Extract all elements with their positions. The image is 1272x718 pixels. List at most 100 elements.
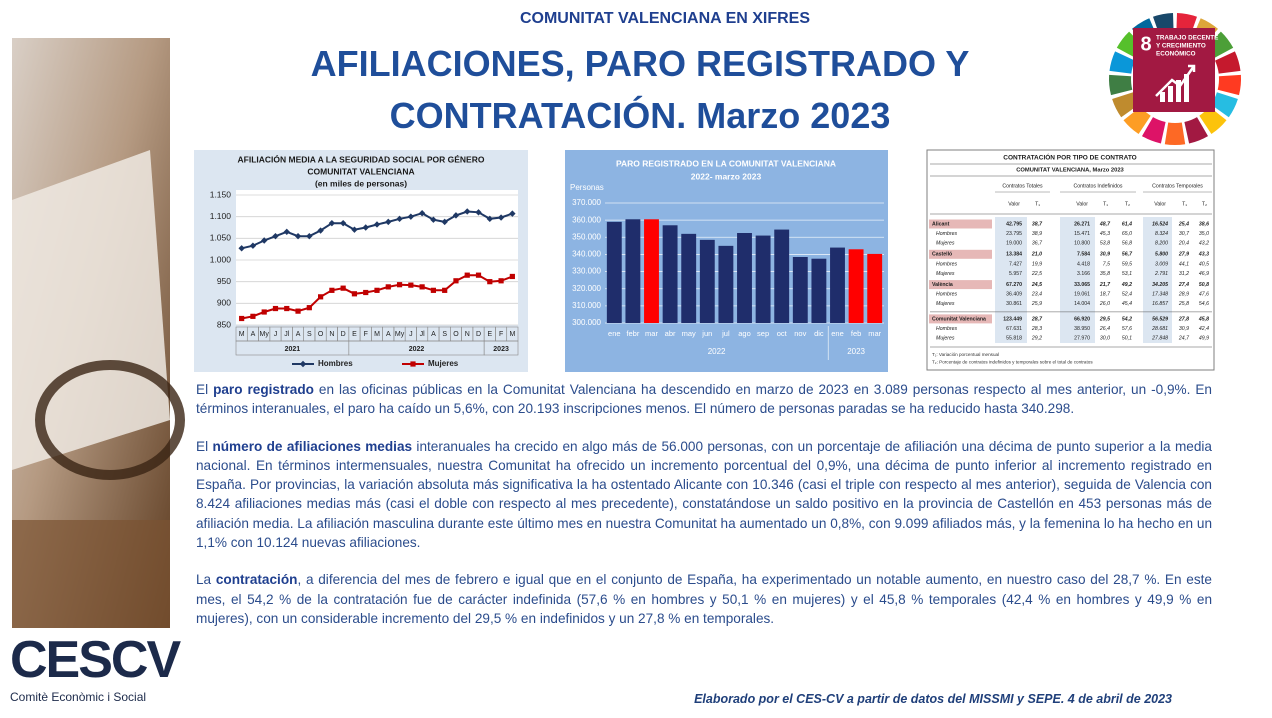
cell: 10.800 [1074, 241, 1090, 247]
bar [848, 249, 864, 323]
cell: 66.920 [1074, 316, 1090, 322]
emphasis: contratación [215, 572, 298, 588]
sdg-segment [1108, 74, 1133, 96]
cell: 45,3 [1100, 231, 1110, 237]
sdg-icon [1160, 92, 1165, 102]
cell: 61,4 [1122, 221, 1132, 227]
cell: 30,9 [1100, 252, 1110, 258]
bar [606, 221, 622, 323]
column-shade [1060, 217, 1095, 343]
chart-subtitle: 2022- marzo 2023 [691, 171, 762, 181]
point [410, 361, 416, 367]
bar [774, 229, 790, 323]
cell: 18,7 [1100, 292, 1111, 298]
text-run: interanuales ha crecido en algo más de 5… [196, 438, 1212, 551]
cell: 49,2 [1121, 282, 1132, 288]
cell: 59,5 [1122, 261, 1132, 267]
point [239, 315, 245, 322]
column-group: Contratos Indefinidos [1073, 183, 1122, 189]
y-tick-label: 360.000 [572, 215, 601, 224]
bar [644, 219, 659, 323]
sdg-segment [1210, 92, 1238, 118]
sdg-icon [1168, 86, 1173, 102]
cell: 50,1 [1122, 335, 1132, 341]
sdg-segment [1142, 117, 1166, 144]
cell: 30,0 [1100, 335, 1110, 341]
column-shade [995, 217, 1027, 343]
y-tick-label: 900 [217, 298, 231, 308]
sdg-label: ECONÓMICO [1156, 49, 1196, 58]
sdg-icon [1176, 80, 1181, 102]
body-text: El paro registrado en las oficinas públi… [196, 380, 1212, 646]
point [396, 282, 403, 288]
cell: 54,6 [1199, 301, 1209, 307]
cell: 15.471 [1074, 231, 1090, 237]
x-tick-label: J [274, 331, 278, 338]
point [306, 305, 312, 311]
cell: 43,2 [1199, 241, 1209, 247]
row-label: Alicant [932, 221, 950, 227]
text-run: en las oficinas públicas en la Comunitat… [196, 382, 1212, 417]
x-tick-label: nov [794, 329, 806, 338]
point [272, 232, 279, 240]
row-label: Hombres [936, 292, 957, 298]
table-subtitle: COMUNITAT VALENCIANA, Marzo 2023 [1016, 168, 1124, 174]
point [317, 227, 324, 234]
cell: 7.584 [1077, 252, 1090, 258]
cell: 28,7 [1031, 316, 1043, 322]
point [362, 224, 369, 231]
cell: 23.795 [1006, 231, 1022, 237]
row-label: Hombres [936, 261, 957, 267]
x-tick-label: J [409, 331, 413, 338]
point [486, 215, 493, 223]
point [294, 232, 302, 240]
cell: 34.205 [1152, 282, 1168, 288]
x-tick-label: N [329, 331, 334, 338]
x-group-label: 2023 [493, 346, 509, 353]
cell: 45,4 [1122, 301, 1132, 307]
logo-subtitle: Comitè Econòmic i Social [10, 690, 147, 704]
cell: 23,4 [1031, 292, 1042, 298]
point [238, 245, 245, 252]
cell: 46,9 [1199, 271, 1209, 277]
x-group-label: 2023 [847, 347, 865, 356]
cell: 24,7 [1178, 335, 1190, 341]
x-tick-label: abr [665, 329, 676, 338]
cell: 21,0 [1031, 252, 1042, 258]
legend-label: Mujeres [428, 359, 459, 368]
cell: 5.957 [1009, 271, 1022, 277]
column-header: T₁ [1035, 201, 1040, 207]
x-tick-label: febr [626, 329, 639, 338]
cell: 22,5 [1031, 271, 1042, 277]
column-header: Valor [1076, 201, 1088, 207]
point [261, 237, 268, 244]
plot-area [236, 190, 518, 325]
point [441, 218, 448, 226]
point [340, 285, 346, 291]
photo [12, 38, 185, 628]
cell: 44,1 [1179, 261, 1189, 267]
row-label: Hombres [936, 231, 957, 237]
x-tick-label: jun [701, 329, 712, 338]
x-tick-label: S [442, 331, 447, 338]
cell: 25,4 [1178, 221, 1189, 227]
cell: 43,3 [1198, 252, 1209, 258]
point [261, 309, 267, 315]
cell: 30,9 [1179, 326, 1189, 332]
x-tick-label: My [395, 331, 405, 338]
cell: 123.449 [1003, 316, 1022, 322]
row-label-shade [929, 249, 992, 259]
cell: 19,9 [1032, 261, 1042, 267]
point [385, 218, 392, 226]
point [464, 272, 470, 278]
cell: 38,9 [1032, 231, 1042, 237]
column-group: Contratos Temporales [1152, 183, 1203, 189]
point [407, 213, 415, 220]
cell: 28,9 [1178, 292, 1189, 298]
point [249, 242, 257, 249]
footnote: T₂: Porcentaje de contratos indefinidos … [932, 360, 1093, 365]
cell: 57,6 [1122, 326, 1132, 332]
x-tick-label: O [318, 331, 324, 338]
text-run: El [196, 382, 214, 397]
